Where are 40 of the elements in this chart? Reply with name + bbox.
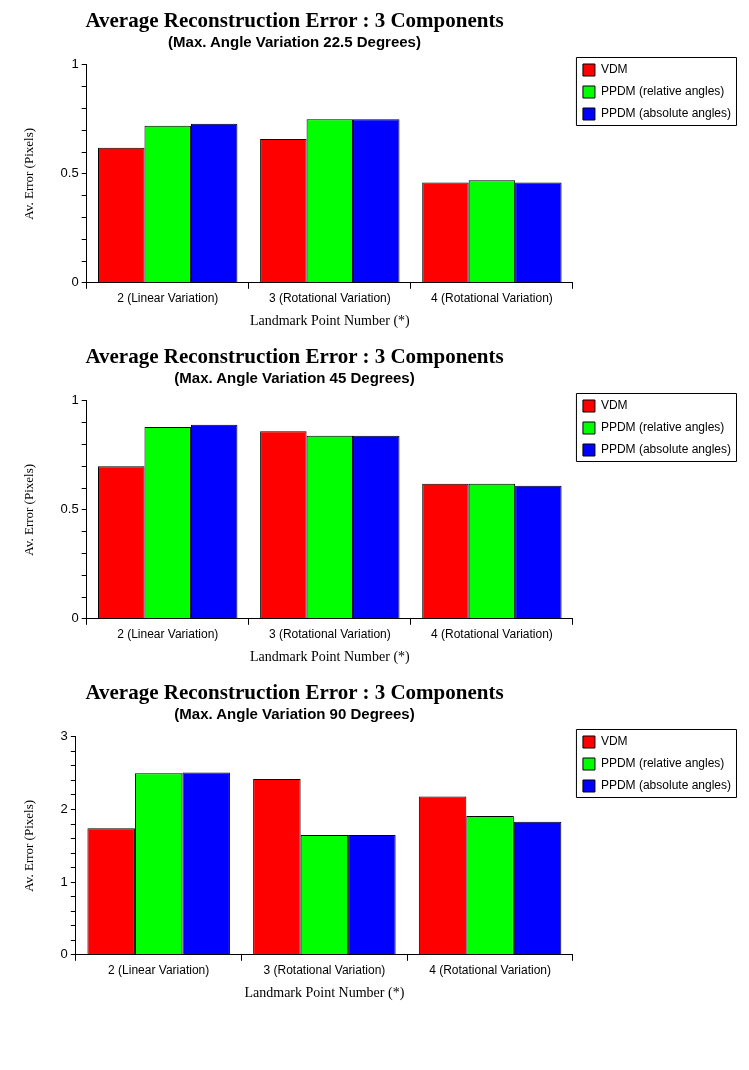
legend-label: PPDM (absolute angles) xyxy=(600,778,731,793)
chart-subtitle: (Max. Angle Variation 45 Degrees) xyxy=(173,369,416,386)
y-tick-label: 3 xyxy=(60,728,68,744)
x-tick-label: 2 (Linear Variation) xyxy=(117,627,219,642)
legend-label: PPDM (relative angles) xyxy=(600,756,725,771)
x-axis-title: Landmark Point Number (*) xyxy=(244,985,405,1002)
y-tick-label: 2 xyxy=(60,801,68,817)
x-tick-label: 2 (Linear Variation) xyxy=(117,291,219,306)
legend-label: VDM xyxy=(600,62,628,77)
legend-label: PPDM (absolute angles) xyxy=(600,106,731,121)
x-tick-label: 4 (Rotational Variation) xyxy=(430,291,553,306)
chart-title: Average Reconstruction Error : 3 Components xyxy=(84,8,505,33)
x-tick-label: 3 (Rotational Variation) xyxy=(263,963,386,978)
y-tick-label: 1 xyxy=(71,392,79,408)
y-axis-title: Av. Error (Pixels) xyxy=(21,799,37,892)
x-tick-label: 4 (Rotational Variation) xyxy=(430,627,553,642)
y-tick-label: 1 xyxy=(71,56,79,72)
chart-title: Average Reconstruction Error : 3 Components xyxy=(84,680,505,705)
chart-subtitle: (Max. Angle Variation 22.5 Degrees) xyxy=(167,33,422,50)
legend-label: PPDM (relative angles) xyxy=(600,420,725,435)
x-tick-label: 3 (Rotational Variation) xyxy=(268,291,391,306)
y-tick-label: 1 xyxy=(60,873,68,889)
x-tick-label: 2 (Linear Variation) xyxy=(108,963,210,978)
y-axis-title: Av. Error (Pixels) xyxy=(21,127,37,220)
chart-subtitle: (Max. Angle Variation 90 Degrees) xyxy=(173,705,416,722)
y-tick-label: 0 xyxy=(71,610,79,626)
y-axis-title: Av. Error (Pixels) xyxy=(21,463,37,556)
y-tick-label: 0 xyxy=(71,274,79,290)
legend-label: VDM xyxy=(600,734,628,749)
legend-label: VDM xyxy=(600,398,628,413)
y-tick-label: 0 xyxy=(60,946,68,962)
x-tick-label: 3 (Rotational Variation) xyxy=(268,627,391,642)
legend-label: PPDM (relative angles) xyxy=(600,84,725,99)
x-axis-title: Landmark Point Number (*) xyxy=(249,313,411,330)
y-tick-label: 0.5 xyxy=(60,165,79,181)
legend-label: PPDM (absolute angles) xyxy=(600,442,731,457)
y-tick-label: 0.5 xyxy=(60,501,79,517)
x-axis-title: Landmark Point Number (*) xyxy=(249,649,411,666)
x-tick-label: 4 (Rotational Variation) xyxy=(429,963,552,978)
chart-title: Average Reconstruction Error : 3 Components xyxy=(84,344,505,369)
